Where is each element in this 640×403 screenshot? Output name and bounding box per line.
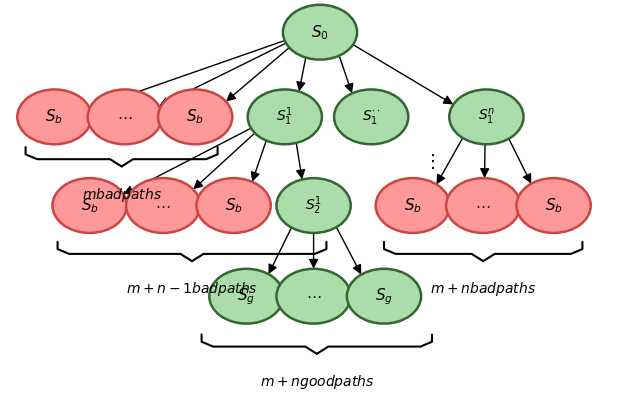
Ellipse shape [449, 89, 524, 144]
Text: $S_{b}$: $S_{b}$ [81, 196, 99, 215]
Text: $S_1^{\cdot\cdot}$: $S_1^{\cdot\cdot}$ [362, 108, 381, 126]
Ellipse shape [347, 269, 421, 324]
Text: $S_2^1$: $S_2^1$ [305, 194, 322, 217]
Ellipse shape [276, 178, 351, 233]
Ellipse shape [248, 89, 322, 144]
Text: $\cdots$: $\cdots$ [306, 289, 321, 303]
Text: $S_{b}$: $S_{b}$ [404, 196, 422, 215]
Text: $S_{b}$: $S_{b}$ [45, 108, 63, 126]
Ellipse shape [126, 178, 200, 233]
Text: $S_{b}$: $S_{b}$ [225, 196, 243, 215]
Text: $S_{0}$: $S_{0}$ [311, 23, 329, 42]
Ellipse shape [17, 89, 92, 144]
Ellipse shape [196, 178, 271, 233]
Ellipse shape [209, 269, 284, 324]
Ellipse shape [376, 178, 450, 233]
Text: $m+n-1  bad paths$: $m+n-1 bad paths$ [126, 280, 258, 299]
Ellipse shape [334, 89, 408, 144]
Text: $m  bad paths$: $m bad paths$ [81, 186, 162, 204]
Text: $m+n  bad paths$: $m+n bad paths$ [430, 280, 536, 299]
Text: $S_{g}$: $S_{g}$ [237, 286, 255, 307]
Ellipse shape [276, 269, 351, 324]
Text: $\cdots$: $\cdots$ [476, 199, 491, 212]
Text: $S_{g}$: $S_{g}$ [375, 286, 393, 307]
Text: $\vdots$: $\vdots$ [423, 152, 435, 171]
Text: $S_{b}$: $S_{b}$ [186, 108, 204, 126]
Ellipse shape [283, 5, 357, 60]
Text: $S_1^n$: $S_1^n$ [478, 107, 495, 127]
Text: $m+n  good paths$: $m+n good paths$ [260, 373, 374, 391]
Text: $\cdots$: $\cdots$ [156, 199, 171, 212]
Text: $S_{b}$: $S_{b}$ [545, 196, 563, 215]
Text: $S_1^1$: $S_1^1$ [276, 106, 293, 128]
Ellipse shape [158, 89, 232, 144]
Text: $\cdots$: $\cdots$ [117, 110, 132, 124]
Ellipse shape [52, 178, 127, 233]
Ellipse shape [516, 178, 591, 233]
Ellipse shape [446, 178, 520, 233]
Ellipse shape [88, 89, 162, 144]
